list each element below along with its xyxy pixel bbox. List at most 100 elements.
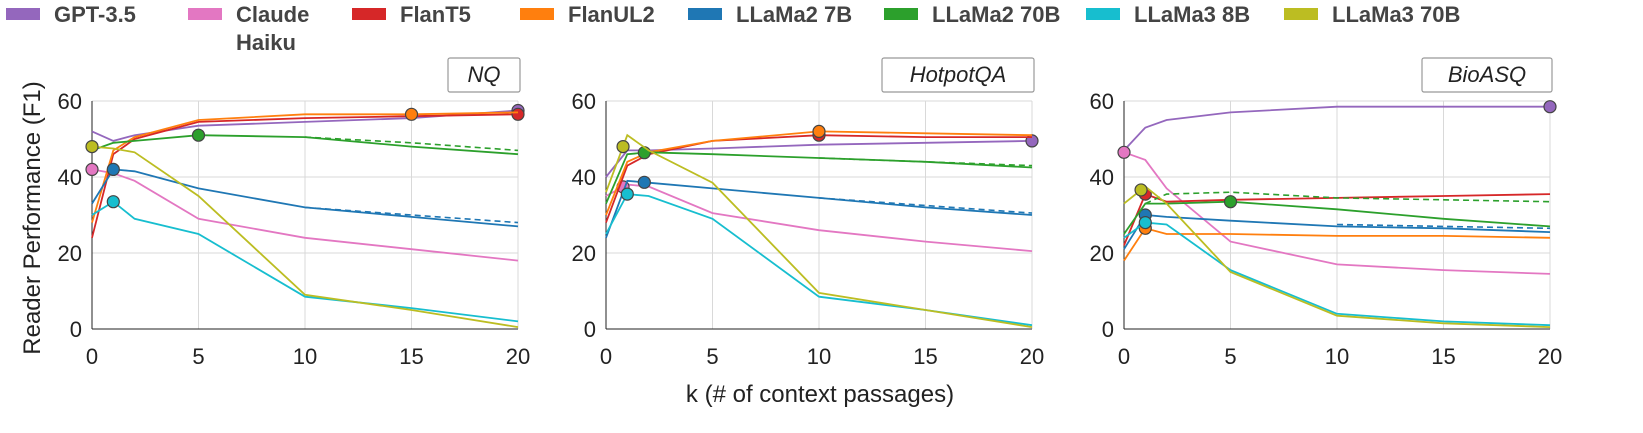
- x-tick-label: 5: [192, 344, 204, 369]
- legend-label-llama2-7b: LLaMa2 7B: [736, 2, 852, 27]
- series-llama2-70b: [91, 128, 519, 156]
- x-tick-label: 15: [1431, 344, 1455, 369]
- y-tick-label: 0: [70, 317, 82, 342]
- series-marker-flanul2: [404, 107, 419, 121]
- panel-nq: 0 20 40 60 0 5 10 15 20 NQ: [58, 57, 530, 369]
- series-marker-flant5: [511, 107, 525, 121]
- panel-title: NQ: [468, 62, 501, 87]
- legend-swatch-llama3-8b: [1086, 8, 1120, 20]
- y-tick-label: 60: [1090, 89, 1114, 114]
- legend: GPT-3.5 Claude Haiku FlanT5 FlanUL2 LLaMa2 7B…: [6, 2, 1460, 55]
- x-tick-label: 20: [1020, 344, 1044, 369]
- panels: 0 20 40 60 0 5 10 15 20 NQ 0 20 40 60 0 5 10 15 20 HotpotQA…: [58, 57, 1562, 369]
- x-tick-label: 15: [399, 344, 423, 369]
- y-tick-label: 0: [584, 317, 596, 342]
- panel-hotpotqa: 0 20 40 60 0 5 10 15 20 HotpotQA: [572, 57, 1044, 369]
- series-marker-llama3-8b: [1138, 216, 1152, 230]
- legend-swatch-claude-haiku: [188, 8, 222, 20]
- legend-label-flant5: FlanT5: [400, 2, 471, 27]
- series-line-claude-haiku: [1123, 151, 1551, 275]
- legend-label-llama2-70b: LLaMa2 70B: [932, 2, 1060, 27]
- y-tick-label: 60: [58, 89, 82, 114]
- series-llama3-8b: [91, 195, 519, 323]
- x-tick-label: 10: [293, 344, 317, 369]
- series-llama3-70b: [605, 133, 1033, 328]
- series-dashed-line-llama2-70b: [1144, 191, 1551, 205]
- series-line-llama2-7b: [605, 179, 1033, 239]
- legend-swatch-llama3-70b: [1284, 8, 1318, 20]
- y-tick-label: 60: [572, 89, 596, 114]
- series-line-llama3-70b: [605, 133, 1033, 328]
- series-line-flanul2: [605, 130, 1033, 216]
- series-marker-llama2-70b: [191, 128, 206, 142]
- panel-title: HotpotQA: [910, 62, 1007, 87]
- series-llama2-7b: [605, 175, 1033, 239]
- legend-label-claude-haiku-line1: Claude: [236, 2, 309, 27]
- series-claude-haiku: [85, 162, 519, 262]
- y-axis-title: Reader Performance (F1): [19, 81, 46, 354]
- panel-title-box: [447, 57, 521, 93]
- y-tick-label: 20: [58, 241, 82, 266]
- series-claude-haiku: [1117, 145, 1551, 275]
- panel-title-box: [1421, 57, 1553, 93]
- series-gpt-3-5: [91, 103, 525, 142]
- series-marker-llama2-70b: [637, 146, 651, 160]
- series-marker-flanul2: [812, 124, 826, 138]
- y-tick-label: 40: [58, 165, 82, 190]
- series-marker-llama3-8b: [106, 195, 120, 209]
- x-tick-label: 15: [913, 344, 937, 369]
- series-marker-llama2-7b: [637, 175, 651, 189]
- x-tick-label: 5: [1224, 344, 1236, 369]
- legend-swatch-flanul2: [520, 8, 554, 20]
- panel-bioasq: 0 20 40 60 0 5 10 15 20 BioASQ: [1090, 57, 1562, 369]
- x-tick-label: 0: [1118, 344, 1130, 369]
- series-llama3-70b: [85, 140, 519, 328]
- y-tick-label: 40: [572, 165, 596, 190]
- x-tick-label: 0: [600, 344, 612, 369]
- series-marker-claude-haiku: [1117, 145, 1131, 159]
- legend-label-flanul2: FlanUL2: [568, 2, 655, 27]
- x-tick-label: 10: [807, 344, 831, 369]
- series-marker-llama3-70b: [616, 140, 630, 154]
- legend-label-llama3-8b: LLaMa3 8B: [1134, 2, 1250, 27]
- panel-title: BioASQ: [1448, 62, 1526, 87]
- series-line-llama2-70b: [605, 151, 1033, 204]
- y-tick-label: 0: [1102, 317, 1114, 342]
- series-line-llama3-70b: [91, 145, 519, 328]
- series-dashed-line-llama2-7b: [1336, 223, 1551, 230]
- series-llama3-70b: [1123, 183, 1551, 328]
- legend-label-claude-haiku-line2: Haiku: [236, 30, 296, 55]
- series-marker-llama3-70b: [85, 140, 99, 154]
- series-marker-llama3-8b: [620, 187, 634, 201]
- series-marker-llama3-70b: [1134, 183, 1148, 197]
- legend-label-gpt-3-5: GPT-3.5: [54, 2, 136, 27]
- y-tick-label: 20: [1090, 241, 1114, 266]
- series-llama3-8b: [1123, 216, 1551, 327]
- series-marker-claude-haiku: [85, 162, 99, 176]
- series-line-gpt-3-5: [1123, 105, 1550, 152]
- panel-title-box: [881, 57, 1035, 93]
- x-tick-label: 10: [1325, 344, 1349, 369]
- series-llama2-70b: [1123, 191, 1551, 235]
- series-flanul2: [91, 107, 519, 223]
- legend-swatch-gpt-3-5: [6, 8, 40, 20]
- x-tick-label: 20: [1538, 344, 1562, 369]
- x-tick-label: 0: [86, 344, 98, 369]
- series-marker-llama2-70b: [1223, 195, 1238, 209]
- x-tick-label: 5: [706, 344, 718, 369]
- y-tick-label: 20: [572, 241, 596, 266]
- legend-label-llama3-70b: LLaMa3 70B: [1332, 2, 1460, 27]
- y-tick-label: 40: [1090, 165, 1114, 190]
- series-marker-gpt-3-5: [1543, 100, 1557, 114]
- series-gpt-3-5: [605, 134, 1039, 178]
- x-axis-title: k (# of context passages): [686, 381, 954, 408]
- series-flanul2: [605, 124, 1033, 216]
- series-marker-llama2-7b: [106, 162, 120, 176]
- series-dashed-line-llama2-70b: [304, 136, 519, 152]
- series-llama2-7b: [91, 162, 519, 228]
- series-gpt-3-5: [1123, 100, 1557, 152]
- legend-swatch-llama2-7b: [688, 8, 722, 20]
- legend-swatch-llama2-70b: [884, 8, 918, 20]
- x-tick-label: 20: [506, 344, 530, 369]
